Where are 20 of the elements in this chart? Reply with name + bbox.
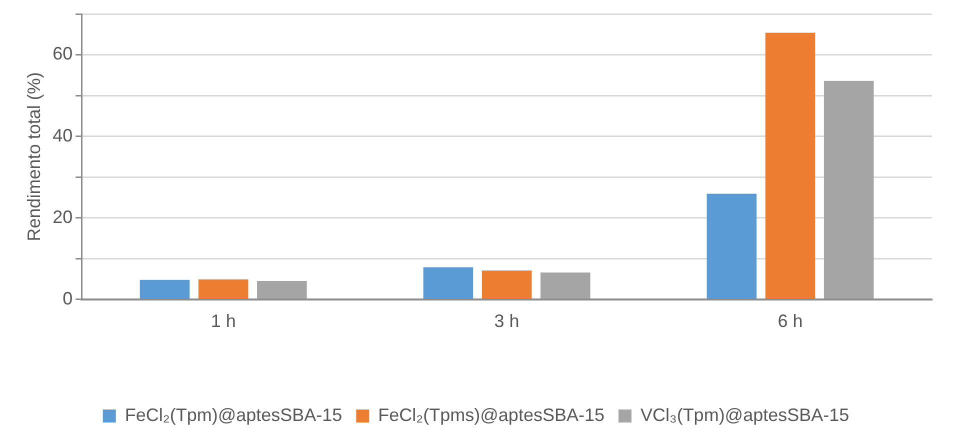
x-tick-label: 6 h [778, 311, 803, 332]
y-tick-label: 20 [52, 206, 73, 227]
bar [423, 267, 474, 299]
x-tick-label: 3 h [494, 311, 520, 332]
y-tick-label: 40 [52, 125, 73, 146]
bar [765, 32, 816, 299]
legend-label: VCl₃(Tpm)@aptesSBA-15 [640, 404, 850, 425]
x-tick-label: 1 h [210, 311, 236, 332]
bar [706, 194, 757, 299]
bar [257, 281, 307, 299]
bar [482, 270, 532, 299]
bar [140, 280, 190, 299]
y-tick-label: 60 [52, 44, 73, 64]
legend-label: FeCl₂(Tpms)@aptesSBA-15 [378, 404, 604, 425]
y-axis-title: Rendimento total (%) [24, 72, 44, 242]
legend-label: FeCl₂(Tpm)@aptesSBA-15 [124, 404, 342, 425]
bar [824, 80, 874, 299]
bar [198, 279, 248, 299]
bar [540, 272, 590, 299]
y-tick-label: 0 [62, 288, 73, 308]
